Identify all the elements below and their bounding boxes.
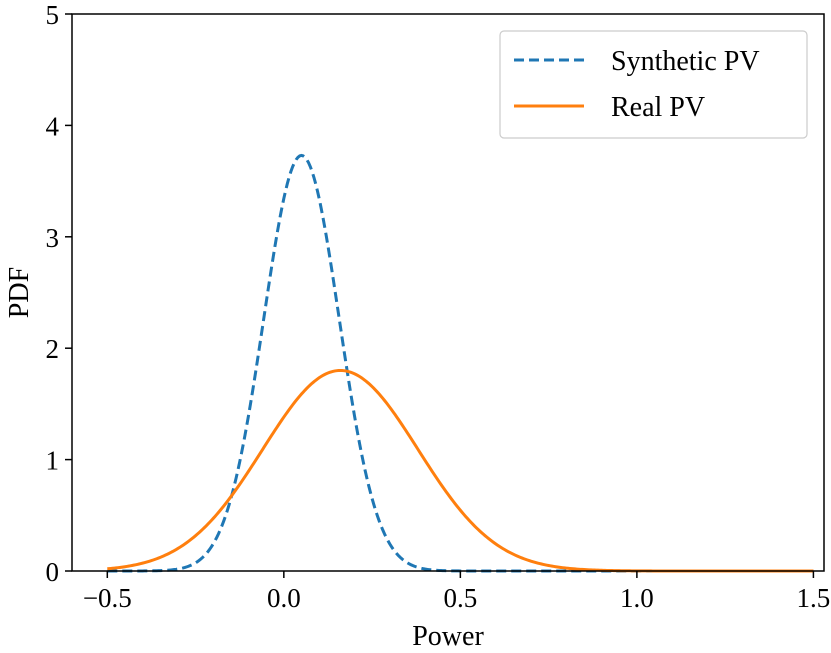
y-axis-ticks: 0 1 2 3 4 5 xyxy=(46,0,72,587)
plot-lines xyxy=(107,153,814,573)
x-axis-ticks: −0.5 0.0 0.5 1.0 1.5 xyxy=(83,571,830,613)
y-tick-label: 1 xyxy=(46,446,60,476)
x-tick-label: −0.5 xyxy=(83,583,132,613)
y-tick-label: 2 xyxy=(46,334,60,364)
y-tick-label: 0 xyxy=(46,557,60,587)
plot-frame xyxy=(71,13,825,572)
x-tick-label: 1.5 xyxy=(797,583,831,613)
x-axis-title: Power xyxy=(412,621,484,652)
series-line-real-pv xyxy=(107,368,814,573)
legend: Synthetic PV Real PV xyxy=(499,30,808,139)
legend-box xyxy=(499,30,808,139)
y-tick-label: 3 xyxy=(46,223,60,253)
x-tick-label: 0.5 xyxy=(443,583,477,613)
legend-label-real-pv: Real PV xyxy=(611,92,705,123)
legend-label-synthetic-pv: Synthetic PV xyxy=(611,46,760,77)
y-tick-label: 5 xyxy=(46,0,60,30)
x-tick-label: 0.0 xyxy=(267,583,301,613)
y-tick-label: 4 xyxy=(46,111,60,141)
x-tick-label: 1.0 xyxy=(620,583,654,613)
y-axis-title: PDF xyxy=(4,267,35,318)
